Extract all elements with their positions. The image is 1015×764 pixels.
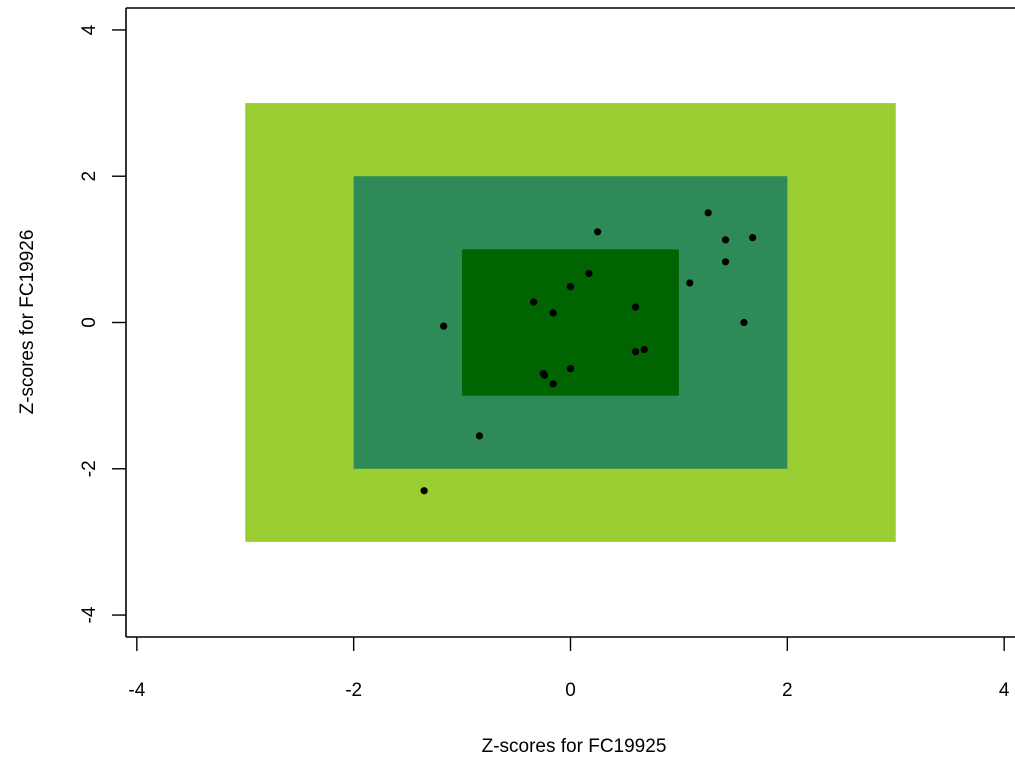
data-point [721, 236, 730, 244]
data-point [475, 432, 484, 440]
data-point [440, 322, 448, 330]
data-point [686, 279, 694, 287]
data-point [566, 364, 575, 373]
data-point [631, 348, 640, 356]
data-point [721, 258, 730, 266]
data-point [631, 303, 640, 311]
data-points [420, 209, 757, 495]
data-point [749, 234, 757, 242]
x-tick-label: 4 [999, 680, 1010, 701]
data-point [594, 228, 602, 236]
data-point [640, 345, 648, 354]
data-point [420, 487, 428, 495]
z-score-bands [245, 103, 896, 542]
y-axis-title: Z-scores for FC19926 [17, 230, 38, 415]
band-3 [462, 249, 679, 396]
data-point [585, 269, 593, 278]
data-point [549, 380, 557, 388]
x-tick-label: 0 [565, 680, 576, 701]
data-point [740, 318, 748, 327]
y-tick-label: 4 [79, 24, 100, 35]
data-point [549, 309, 557, 317]
x-tick-label: -2 [345, 680, 362, 701]
data-point [530, 298, 538, 306]
x-tick-label: -4 [128, 680, 145, 701]
y-tick-label: -2 [79, 460, 100, 477]
y-tick-label: 2 [79, 171, 100, 182]
data-point [540, 371, 549, 379]
y-tick-label: 0 [79, 317, 100, 328]
axes: -4 -2 0 2 4 -4 -2 0 2 4 [79, 7, 1015, 701]
x-tick-label: 2 [782, 680, 793, 701]
x-axis-title: Z-scores for FC19925 [482, 736, 667, 757]
y-tick-label: -4 [79, 606, 100, 623]
data-point [566, 283, 575, 291]
data-point [704, 209, 712, 217]
